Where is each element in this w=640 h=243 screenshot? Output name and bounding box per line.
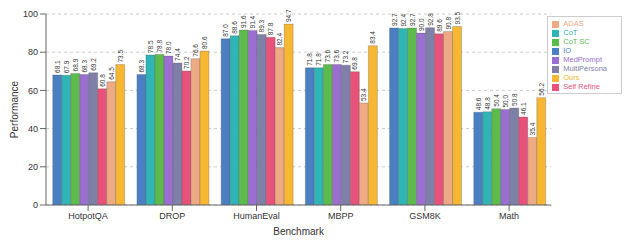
svg-text:64.5: 64.5 [108,67,115,80]
svg-text:Benchmark: Benchmark [273,226,325,235]
svg-text:68.3: 68.3 [81,60,88,73]
html-text:IO: IO [563,46,572,55]
svg-text:69.2: 69.2 [90,58,97,71]
svg-text:35.4: 35.4 [529,122,536,135]
svg-text:67.9: 67.9 [63,60,70,73]
svg-text:78.8: 78.8 [156,39,163,52]
html-text:Self Refine: Self Refine [563,82,600,91]
svg-text:60: 60 [28,86,38,96]
svg-text:20: 20 [28,162,38,172]
svg-text:MBPP: MBPP [328,211,354,221]
svg-text:90.8: 90.8 [445,17,452,30]
svg-text:76.6: 76.6 [192,44,199,57]
svg-text:87.8: 87.8 [267,22,274,35]
html-text:CoT: CoT [563,28,578,37]
svg-text:94.7: 94.7 [285,9,292,22]
svg-text:90.0: 90.0 [418,18,425,31]
svg-text:89.3: 89.3 [258,19,265,32]
svg-text:91.4: 91.4 [249,15,256,28]
svg-text:78.0: 78.0 [165,41,172,54]
svg-text:HumanEval: HumanEval [233,211,280,221]
svg-text:73.5: 73.5 [117,50,124,63]
svg-text:92.7: 92.7 [409,13,416,26]
svg-text:80.6: 80.6 [201,36,208,49]
svg-text:50.0: 50.0 [502,94,509,107]
svg-text:91.6: 91.6 [240,15,247,28]
html-text:MedPrompt: MedPrompt [563,55,602,64]
svg-text:100: 100 [23,9,38,19]
html-text:CoT SC: CoT SC [563,37,590,46]
svg-text:83.4: 83.4 [369,31,376,44]
svg-text:73.6: 73.6 [333,49,340,62]
svg-text:88.6: 88.6 [231,21,238,34]
svg-text:73.2: 73.2 [342,50,349,63]
svg-text:0: 0 [33,200,38,210]
svg-text:60.8: 60.8 [99,74,106,87]
svg-text:87.0: 87.0 [222,24,229,37]
svg-text:92.7: 92.7 [391,13,398,26]
svg-text:69.8: 69.8 [351,57,358,70]
svg-text:48.6: 48.6 [475,97,482,110]
svg-text:56.2: 56.2 [538,83,545,96]
html-text:MultiPersona: MultiPersona [563,64,607,73]
svg-text:48.8: 48.8 [484,97,491,110]
svg-text:82.4: 82.4 [276,33,283,46]
svg-text:68.9: 68.9 [72,58,79,71]
html-text:ADAS: ADAS [563,19,584,28]
svg-text:50.8: 50.8 [511,93,518,106]
html-text:Ours: Ours [563,73,580,82]
svg-text:73.6: 73.6 [324,49,331,62]
svg-text:40: 40 [28,124,38,134]
svg-text:Performance: Performance [9,80,20,138]
svg-text:HotpotQA: HotpotQA [68,211,108,221]
svg-text:92.8: 92.8 [427,13,434,26]
svg-text:68.1: 68.1 [54,60,61,73]
svg-text:89.6: 89.6 [436,19,443,32]
svg-text:74.4: 74.4 [174,48,181,61]
svg-text:53.4: 53.4 [360,88,367,101]
svg-text:46.1: 46.1 [520,102,527,115]
svg-text:78.5: 78.5 [147,40,154,53]
svg-text:Math: Math [499,211,519,221]
svg-text:50.4: 50.4 [493,94,500,107]
svg-text:DROP: DROP [159,211,185,221]
svg-text:92.4: 92.4 [400,13,407,26]
svg-text:93.5: 93.5 [454,11,461,24]
svg-text:68.3: 68.3 [138,60,145,73]
svg-text:70.2: 70.2 [183,56,190,69]
svg-text:GSM8K: GSM8K [409,211,441,221]
svg-text:71.8: 71.8 [315,53,322,66]
svg-text:71.8: 71.8 [306,53,313,66]
svg-text:80: 80 [28,47,38,57]
